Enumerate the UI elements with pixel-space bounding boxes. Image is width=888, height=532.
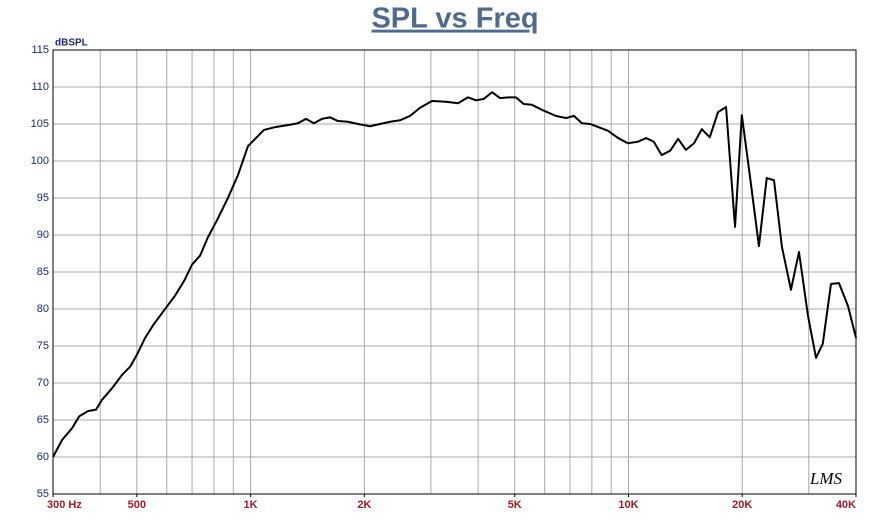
plot-border [52, 49, 857, 495]
y-tick-label: 60 [37, 451, 49, 463]
y-tick-label: 105 [31, 118, 49, 130]
y-tick-label: 75 [37, 340, 49, 352]
x-tick-label: 2K [357, 499, 371, 511]
x-tick-label: 20K [732, 499, 752, 511]
y-tick-label: 80 [37, 303, 49, 315]
x-tick-label: 10K [618, 499, 638, 511]
x-tick-label: 5K [508, 499, 522, 511]
y-tick-label: 115 [31, 44, 49, 56]
y-tick-label: 85 [37, 266, 49, 278]
y-tick-label: 65 [37, 414, 49, 426]
x-tick-label: 500 [128, 499, 146, 511]
spl-line [52, 91, 857, 458]
x-tick-label: 1K [244, 499, 258, 511]
y-tick-label: 90 [37, 229, 49, 241]
x-tick-label: 40K [836, 499, 856, 511]
chart-title: SPL vs Freq [371, 3, 538, 35]
watermark: LMS [809, 469, 843, 488]
y-tick-label: 110 [31, 81, 49, 93]
y-tick-label: 55 [37, 488, 49, 500]
y-tick-label: 70 [37, 377, 49, 389]
y-tick-label: 95 [37, 192, 49, 204]
y-tick-label: 100 [31, 155, 49, 167]
y-axis-label: dBSPL [55, 38, 88, 49]
x-tick-label: 300 Hz [47, 499, 82, 511]
